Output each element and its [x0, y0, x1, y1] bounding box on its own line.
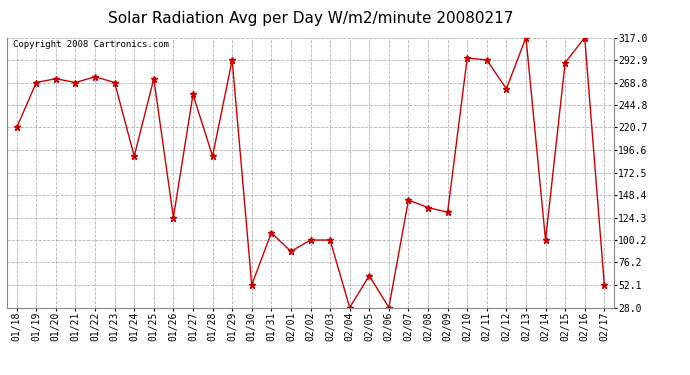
- Text: Copyright 2008 Cartronics.com: Copyright 2008 Cartronics.com: [13, 40, 169, 49]
- Text: Solar Radiation Avg per Day W/m2/minute 20080217: Solar Radiation Avg per Day W/m2/minute …: [108, 11, 513, 26]
